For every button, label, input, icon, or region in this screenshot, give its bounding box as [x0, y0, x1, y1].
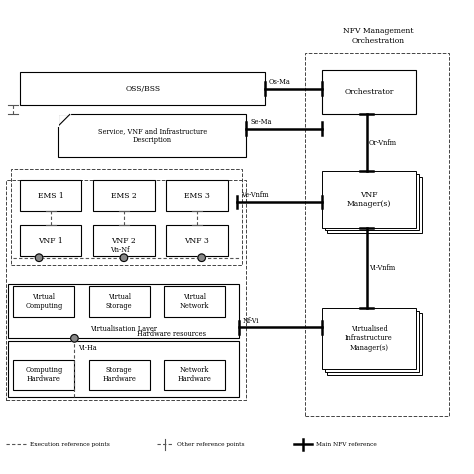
Text: EMS 3: EMS 3	[184, 192, 210, 200]
Circle shape	[198, 254, 205, 262]
Text: Vi-Ha: Vi-Ha	[78, 344, 97, 352]
Text: Execution reference points: Execution reference points	[30, 442, 109, 447]
FancyBboxPatch shape	[166, 181, 228, 211]
Text: Network
Hardware: Network Hardware	[178, 366, 211, 383]
Text: VNF 3: VNF 3	[184, 237, 210, 245]
FancyBboxPatch shape	[20, 181, 82, 211]
FancyBboxPatch shape	[164, 286, 225, 317]
FancyBboxPatch shape	[13, 286, 74, 317]
FancyBboxPatch shape	[9, 284, 239, 338]
FancyBboxPatch shape	[93, 181, 155, 211]
Text: Virtualised
Infrastructure
Manager(s): Virtualised Infrastructure Manager(s)	[345, 325, 393, 352]
Text: Other reference points: Other reference points	[177, 442, 244, 447]
Text: VNF
Manager(s): VNF Manager(s)	[347, 191, 391, 208]
Text: Se-Ma: Se-Ma	[250, 118, 272, 126]
FancyBboxPatch shape	[20, 225, 82, 256]
Text: Hardware resources: Hardware resources	[137, 330, 206, 338]
Text: Computing
Hardware: Computing Hardware	[25, 366, 63, 383]
FancyBboxPatch shape	[164, 359, 225, 390]
Text: Virtual
Network: Virtual Network	[180, 293, 210, 310]
Text: Virtualisation Layer: Virtualisation Layer	[91, 325, 157, 333]
FancyBboxPatch shape	[322, 171, 416, 228]
Text: Service, VNF and Infrastructure
Description: Service, VNF and Infrastructure Descript…	[98, 127, 207, 144]
Circle shape	[36, 254, 43, 262]
Text: EMS 2: EMS 2	[111, 192, 137, 200]
FancyBboxPatch shape	[89, 286, 150, 317]
Text: Virtual
Computing: Virtual Computing	[25, 293, 63, 310]
Text: Or-Vnfm: Or-Vnfm	[369, 139, 397, 147]
Circle shape	[71, 335, 78, 342]
FancyBboxPatch shape	[328, 313, 422, 374]
FancyBboxPatch shape	[89, 359, 150, 390]
Text: Nf-Vi: Nf-Vi	[243, 317, 260, 325]
FancyBboxPatch shape	[9, 341, 239, 397]
FancyBboxPatch shape	[58, 115, 246, 157]
Text: Os-Ma: Os-Ma	[269, 78, 291, 86]
Text: Orchestrator: Orchestrator	[344, 88, 393, 96]
Text: NFV Management
Orchestration: NFV Management Orchestration	[343, 27, 414, 45]
Text: Main NFV reference: Main NFV reference	[316, 442, 376, 447]
FancyBboxPatch shape	[322, 70, 416, 115]
FancyBboxPatch shape	[93, 225, 155, 256]
Circle shape	[120, 254, 128, 262]
Text: Storage
Hardware: Storage Hardware	[102, 366, 136, 383]
FancyBboxPatch shape	[325, 310, 419, 372]
FancyBboxPatch shape	[328, 177, 422, 233]
FancyBboxPatch shape	[322, 308, 416, 369]
Text: OSS/BSS: OSS/BSS	[125, 84, 160, 92]
Text: Virtual
Storage: Virtual Storage	[106, 293, 133, 310]
Text: VNF 2: VNF 2	[111, 237, 137, 245]
FancyBboxPatch shape	[166, 225, 228, 256]
FancyBboxPatch shape	[325, 174, 419, 230]
Text: VNF 1: VNF 1	[38, 237, 63, 245]
FancyBboxPatch shape	[13, 359, 74, 390]
Text: EMS 1: EMS 1	[38, 192, 64, 200]
Text: Ve-Vnfm: Ve-Vnfm	[241, 191, 268, 199]
FancyBboxPatch shape	[20, 72, 265, 105]
Text: Vn-Nf: Vn-Nf	[110, 246, 129, 254]
Text: Vi-Vnfm: Vi-Vnfm	[369, 264, 395, 272]
